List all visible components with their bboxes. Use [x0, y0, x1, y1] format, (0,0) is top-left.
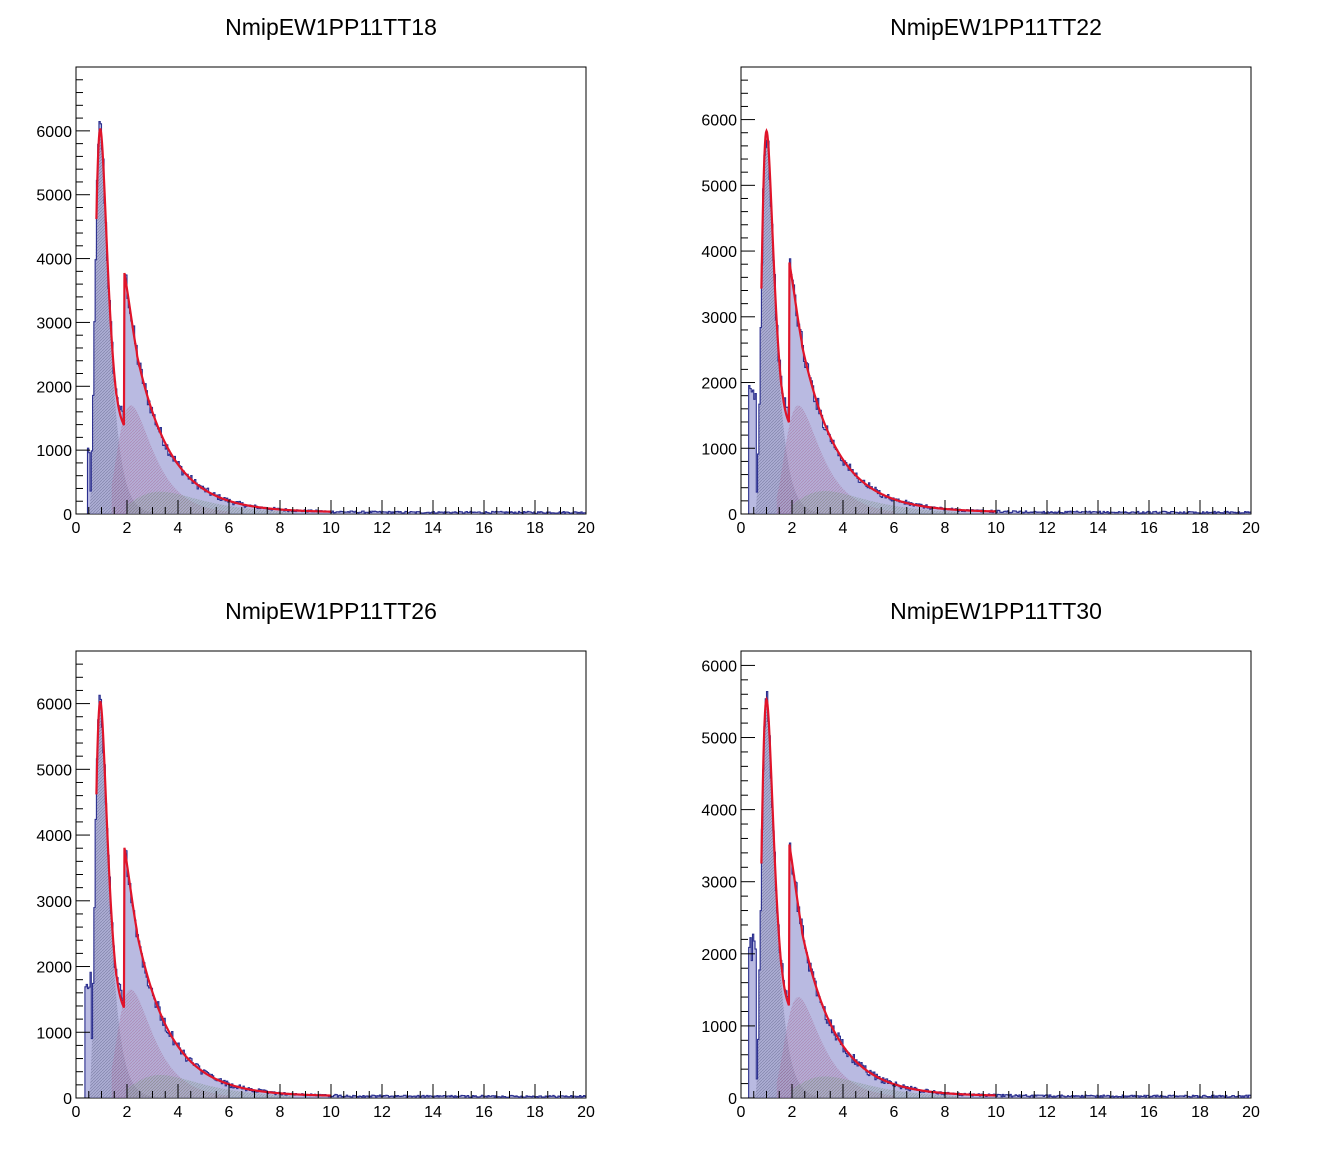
x-tick-label: 6: [225, 1104, 234, 1121]
x-tick-label: 14: [1089, 520, 1107, 537]
y-tick-label: 0: [63, 507, 72, 524]
x-tick-label: 14: [424, 1104, 442, 1121]
x-tick-label: 0: [72, 1104, 81, 1121]
fit-line: [95, 128, 332, 513]
y-tick-label: 3000: [701, 310, 737, 327]
y-tick-label: 1000: [36, 443, 72, 460]
y-tick-label: 1000: [36, 1025, 72, 1042]
x-tick-label: 2: [123, 520, 132, 537]
y-tick-label: 2000: [701, 376, 737, 393]
y-tick-label: 6000: [701, 113, 737, 130]
x-tick-label: 18: [526, 1104, 544, 1121]
x-tick-label: 10: [987, 1104, 1005, 1121]
x-tick-label: 4: [174, 520, 183, 537]
y-tick-label: 4000: [701, 244, 737, 261]
x-tick-label: 16: [475, 1104, 493, 1121]
x-tick-label: 0: [737, 520, 746, 537]
x-tick-label: 2: [123, 1104, 132, 1121]
x-tick-label: 14: [424, 520, 442, 537]
x-tick-label: 12: [373, 1104, 391, 1121]
histogram-line: [84, 694, 586, 1099]
histogram-fill: [84, 695, 587, 1098]
y-tick-label: 0: [728, 507, 737, 524]
fit-line: [95, 700, 332, 1097]
x-tick-label: 18: [1191, 520, 1209, 537]
x-tick-label: 20: [1242, 1104, 1260, 1121]
panel-title: NmipEW1PP11TT22: [890, 14, 1102, 40]
histogram-panel-2: 0 2 4 6 8 10 12 14 16 18 20 0 1000 2000 3000 4000 5000 60…: [701, 66, 1260, 537]
x-tick-label: 20: [577, 1104, 595, 1121]
x-tick-label: 12: [373, 520, 391, 537]
histogram-fill: [748, 140, 1251, 514]
y-tick-label: 2000: [36, 960, 72, 977]
x-tick-label: 2: [788, 1104, 797, 1121]
x-tick-label: 16: [475, 520, 493, 537]
x-tick-label: 6: [225, 520, 234, 537]
y-tick-label: 1000: [701, 441, 737, 458]
x-tick-label: 4: [839, 520, 848, 537]
y-tick-label: 4000: [701, 803, 737, 820]
x-tick-label: 20: [1242, 520, 1260, 537]
histogram-fill: [748, 691, 1251, 1098]
x-tick-label: 18: [1191, 1104, 1209, 1121]
y-tick-label: 2000: [701, 947, 737, 964]
fit-line: [760, 696, 997, 1097]
x-tick-label: 8: [276, 1104, 285, 1121]
x-tick-label: 6: [890, 1104, 899, 1121]
y-tick-label: 3000: [701, 875, 737, 892]
histogram-fill: [87, 121, 586, 514]
x-tick-label: 12: [1038, 520, 1056, 537]
x-tick-label: 2: [788, 520, 797, 537]
x-tick-label: 10: [322, 520, 340, 537]
x-tick-label: 14: [1089, 1104, 1107, 1121]
x-tick-label: 8: [941, 1104, 950, 1121]
histogram-panel-1: 0 2 4 6 8 10 12 14 16 18 20 0 1000 2000 3000 4000 5000 60…: [36, 66, 595, 537]
y-tick-label: 4000: [36, 252, 72, 269]
y-tick-label: 1000: [701, 1019, 737, 1036]
x-tick-label: 18: [526, 520, 544, 537]
x-tick-label: 16: [1140, 1104, 1158, 1121]
panel-title: NmipEW1PP11TT30: [890, 598, 1102, 624]
histogram-line: [748, 691, 1251, 1098]
y-tick-label: 0: [728, 1091, 737, 1108]
y-tick-label: 5000: [701, 731, 737, 748]
histogram-line: [748, 139, 1251, 514]
y-tick-label: 3000: [36, 315, 72, 332]
x-tick-label: 6: [890, 520, 899, 537]
x-tick-label: 4: [839, 1104, 848, 1121]
x-tick-label: 4: [174, 1104, 183, 1121]
y-tick-label: 3000: [36, 894, 72, 911]
y-tick-label: 6000: [701, 658, 737, 675]
y-tick-label: 6000: [36, 697, 72, 714]
x-tick-label: 10: [322, 1104, 340, 1121]
y-tick-label: 4000: [36, 828, 72, 845]
x-tick-label: 8: [276, 520, 285, 537]
x-tick-label: 16: [1140, 520, 1158, 537]
x-tick-label: 12: [1038, 1104, 1056, 1121]
y-tick-label: 2000: [36, 379, 72, 396]
y-tick-label: 6000: [36, 124, 72, 141]
y-tick-label: 5000: [36, 188, 72, 205]
histogram-panel-3: 0 2 4 6 8 10 12 14 16 18 20 0 1000 2000 3000 4000 5000 60…: [36, 650, 595, 1121]
x-tick-label: 10: [987, 520, 1005, 537]
x-tick-label: 8: [941, 520, 950, 537]
panel-title: NmipEW1PP11TT26: [225, 598, 437, 624]
y-tick-label: 5000: [36, 762, 72, 779]
y-tick-label: 0: [63, 1091, 72, 1108]
histogram-panel-4: 0 2 4 6 8 10 12 14 16 18 20 0 1000 2000 3000 4000 5000 60…: [701, 650, 1260, 1121]
fit-line: [760, 127, 997, 513]
y-tick-label: 5000: [701, 178, 737, 195]
x-tick-label: 20: [577, 520, 595, 537]
x-tick-label: 0: [72, 520, 81, 537]
panel-title: NmipEW1PP11TT18: [225, 14, 437, 40]
x-tick-label: 0: [737, 1104, 746, 1121]
